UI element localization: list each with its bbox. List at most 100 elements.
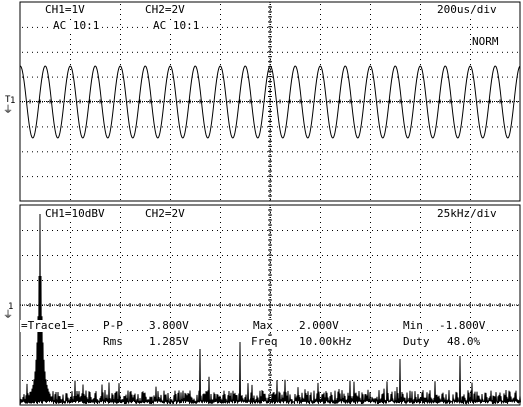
grid-dot: [222, 176, 223, 178]
grid-dot: [70, 227, 71, 228]
grid-dot: [120, 194, 121, 195]
grid-dot: [220, 79, 221, 80]
grid-dot: [120, 292, 121, 293]
grid-dot: [437, 355, 438, 356]
grid-dot: [420, 387, 421, 388]
grid-dot: [172, 151, 173, 153]
grid-dot: [370, 277, 371, 278]
grid-dot: [102, 26, 103, 28]
grid-dot: [170, 79, 171, 80]
grid-dot: [270, 199, 271, 200]
grid-dot: [397, 280, 398, 281]
grid-dot: [207, 230, 208, 231]
grid-dot: [307, 230, 308, 231]
grid-dot: [220, 272, 221, 273]
grid-dot: [147, 330, 148, 331]
grid-dot: [22, 126, 23, 128]
grid-dot: [320, 217, 321, 218]
grid-dot: [70, 332, 71, 333]
grid-dot: [227, 176, 228, 178]
grid-dot: [182, 51, 183, 53]
grid-dot: [27, 101, 28, 103]
grid-dot: [32, 355, 33, 356]
grid-dot: [372, 126, 373, 128]
grid-dot: [482, 176, 483, 178]
grid-dot: [207, 101, 208, 103]
grid-dot: [142, 230, 143, 231]
grid-dot: [297, 151, 298, 153]
grid-dot: [497, 330, 498, 331]
grid-dot: [420, 287, 421, 288]
grid-dot: [357, 230, 358, 231]
grid-dot: [370, 119, 371, 120]
grid-dot: [397, 151, 398, 153]
grid-dot: [362, 255, 363, 256]
grid-dot: [367, 151, 368, 153]
grid-dot: [420, 252, 421, 253]
grid-dot: [137, 151, 138, 153]
grid-dot: [272, 51, 273, 53]
grid-dot: [92, 355, 93, 356]
grid-dot: [307, 76, 308, 78]
grid-dot: [470, 139, 471, 140]
grid-dot: [482, 255, 483, 256]
grid-dot: [512, 126, 513, 128]
grid-dot: [92, 176, 93, 178]
grid-dot: [397, 126, 398, 128]
grid-dot: [352, 126, 353, 128]
grid-dot: [120, 104, 121, 105]
grid-dot: [177, 305, 178, 306]
grid-dot: [120, 297, 121, 298]
grid-dot: [47, 76, 48, 78]
grid-dot: [352, 76, 353, 78]
grid-dot: [387, 255, 388, 256]
grid-dot: [442, 230, 443, 231]
grid-dot: [270, 222, 271, 223]
grid-dot: [420, 74, 421, 75]
grid-dot: [470, 29, 471, 30]
grid-dot: [102, 355, 103, 356]
grid-dot: [420, 39, 421, 40]
grid-dot: [72, 280, 73, 281]
grid-dot: [117, 230, 118, 231]
bottom-graticule: [19, 204, 521, 406]
grid-dot: [70, 262, 71, 263]
grid-dot: [517, 151, 518, 153]
grid-dot: [517, 51, 518, 53]
grid-dot: [57, 380, 58, 381]
grid-dot: [470, 352, 471, 353]
grid-dot: [102, 280, 103, 281]
grid-dot: [392, 355, 393, 356]
grid-dot: [57, 355, 58, 356]
grid-dot: [320, 387, 321, 388]
grid-dot: [127, 51, 128, 53]
grid-dot: [377, 76, 378, 78]
grid-dot: [320, 134, 321, 135]
grid-dot: [317, 126, 318, 128]
grid-dot: [457, 255, 458, 256]
grid-dot: [212, 330, 213, 331]
grid-dot: [387, 355, 388, 356]
grid-dot: [70, 347, 71, 348]
grid-dot: [282, 126, 283, 128]
grid-dot: [420, 332, 421, 333]
grid-dot: [187, 151, 188, 153]
grid-dot: [392, 330, 393, 331]
grid-dot: [427, 380, 428, 381]
grid-dot: [417, 26, 418, 28]
grid-dot: [470, 34, 471, 35]
grid-dot: [57, 126, 58, 128]
grid-dot: [370, 217, 371, 218]
grid-dot: [227, 305, 228, 306]
grid-dot: [222, 26, 223, 28]
grid-dot: [220, 372, 221, 373]
grid-dot: [187, 230, 188, 231]
grid-dot: [167, 380, 168, 381]
grid-dot: [162, 280, 163, 281]
grid-dot: [407, 151, 408, 153]
grid-dot: [220, 232, 221, 233]
grid-dot: [32, 380, 33, 381]
grid-dot: [467, 176, 468, 178]
grid-dot: [277, 151, 278, 153]
grid-dot: [327, 151, 328, 153]
